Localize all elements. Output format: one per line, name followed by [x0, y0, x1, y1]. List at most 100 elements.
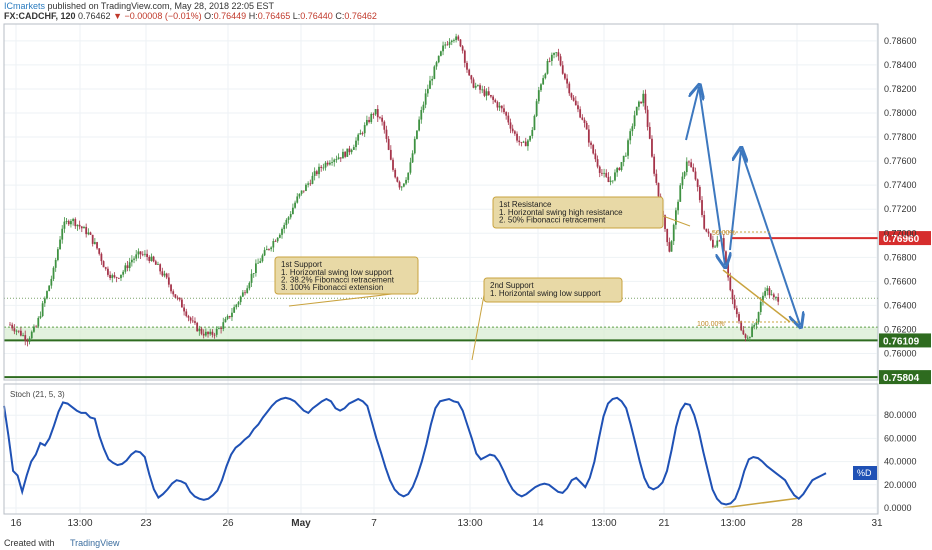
candle-body	[696, 179, 699, 187]
candle-body	[372, 113, 375, 115]
candle-body	[98, 248, 101, 254]
x-tick-label: 7	[371, 518, 377, 529]
candle-body	[126, 265, 129, 269]
candle	[516, 131, 518, 143]
candle-body	[294, 202, 296, 208]
candle-body	[431, 78, 434, 81]
candle	[701, 196, 703, 218]
candle	[185, 308, 188, 318]
candle	[305, 183, 307, 192]
arrow-down-1	[698, 86, 725, 265]
candle	[389, 145, 392, 161]
candle-body	[405, 179, 407, 184]
candle-body	[252, 273, 255, 274]
candle	[568, 81, 571, 96]
candle-body	[209, 331, 212, 335]
candle	[350, 148, 353, 155]
candle-body	[688, 161, 690, 163]
candle	[181, 297, 183, 308]
candle	[154, 259, 157, 265]
grid	[4, 24, 878, 514]
candle	[152, 255, 155, 263]
candle-body	[624, 155, 627, 157]
candle	[616, 166, 619, 177]
candle	[653, 153, 656, 177]
candle	[548, 57, 551, 63]
candle	[146, 249, 148, 261]
candle	[618, 166, 621, 171]
candle	[572, 95, 575, 102]
candle-body	[170, 284, 172, 292]
candle	[135, 250, 138, 262]
candle	[507, 112, 510, 126]
annotation-line: 3. 100% Fibonacci extension	[281, 283, 383, 292]
candle-body	[533, 115, 536, 130]
candle-body	[67, 221, 70, 225]
x-tick-label: May	[291, 518, 311, 529]
candle	[379, 116, 381, 120]
candle-body	[544, 73, 547, 79]
publisher-name[interactable]: ICmarkets	[4, 1, 46, 11]
candle-body	[128, 262, 131, 269]
candle-body	[109, 274, 112, 279]
candle-body	[46, 291, 48, 299]
candle-body	[503, 108, 505, 113]
candle-body	[148, 256, 151, 261]
candle-body	[398, 181, 401, 188]
candle	[19, 327, 22, 337]
candle	[35, 324, 38, 328]
candle	[542, 75, 545, 85]
candle	[117, 277, 120, 280]
candle-body	[26, 340, 29, 342]
annotation-bg	[483, 277, 623, 303]
candle	[418, 116, 421, 132]
stoch-series-badge	[853, 466, 877, 480]
candle	[85, 223, 88, 238]
candle-body	[74, 219, 77, 227]
candle	[224, 316, 227, 323]
candle-body	[361, 133, 364, 134]
candle-body	[37, 317, 40, 327]
candle	[170, 283, 172, 294]
candle-body	[213, 334, 216, 336]
candle-body	[685, 161, 688, 173]
candle	[211, 329, 214, 338]
candle	[459, 38, 462, 48]
candle-body	[459, 39, 462, 47]
candle	[622, 155, 625, 167]
candle	[748, 336, 751, 342]
candle-body	[450, 40, 453, 43]
candle	[222, 317, 225, 332]
candle-body	[522, 141, 525, 143]
candle-body	[315, 171, 318, 175]
candle	[204, 328, 207, 337]
candle	[372, 112, 375, 119]
candle	[302, 190, 305, 194]
candle-body	[400, 186, 403, 188]
candle-body	[120, 274, 122, 279]
candle-body	[159, 264, 162, 272]
candle-body	[339, 157, 342, 159]
candle-body	[620, 162, 623, 171]
y-tick-label: 0.77400	[884, 180, 917, 190]
candle-body	[472, 79, 475, 88]
candle	[603, 168, 605, 178]
candle-body	[542, 78, 545, 85]
candle	[322, 163, 325, 171]
candle	[396, 176, 399, 183]
candle-body	[204, 331, 207, 336]
candle-body	[546, 60, 549, 74]
candle-body	[352, 147, 355, 150]
candle-body	[622, 155, 625, 163]
candle-body	[775, 297, 777, 298]
price-change: −0.00008 (−0.01%)	[124, 11, 202, 21]
candle	[646, 105, 649, 131]
candle-body	[664, 215, 666, 229]
candle	[328, 160, 331, 166]
x-tick-label: 28	[791, 518, 803, 529]
candle	[709, 233, 712, 242]
candle	[692, 163, 695, 173]
tradingview-logo[interactable]: TradingView	[70, 538, 120, 548]
candle-body	[326, 162, 329, 165]
candle	[590, 140, 592, 149]
